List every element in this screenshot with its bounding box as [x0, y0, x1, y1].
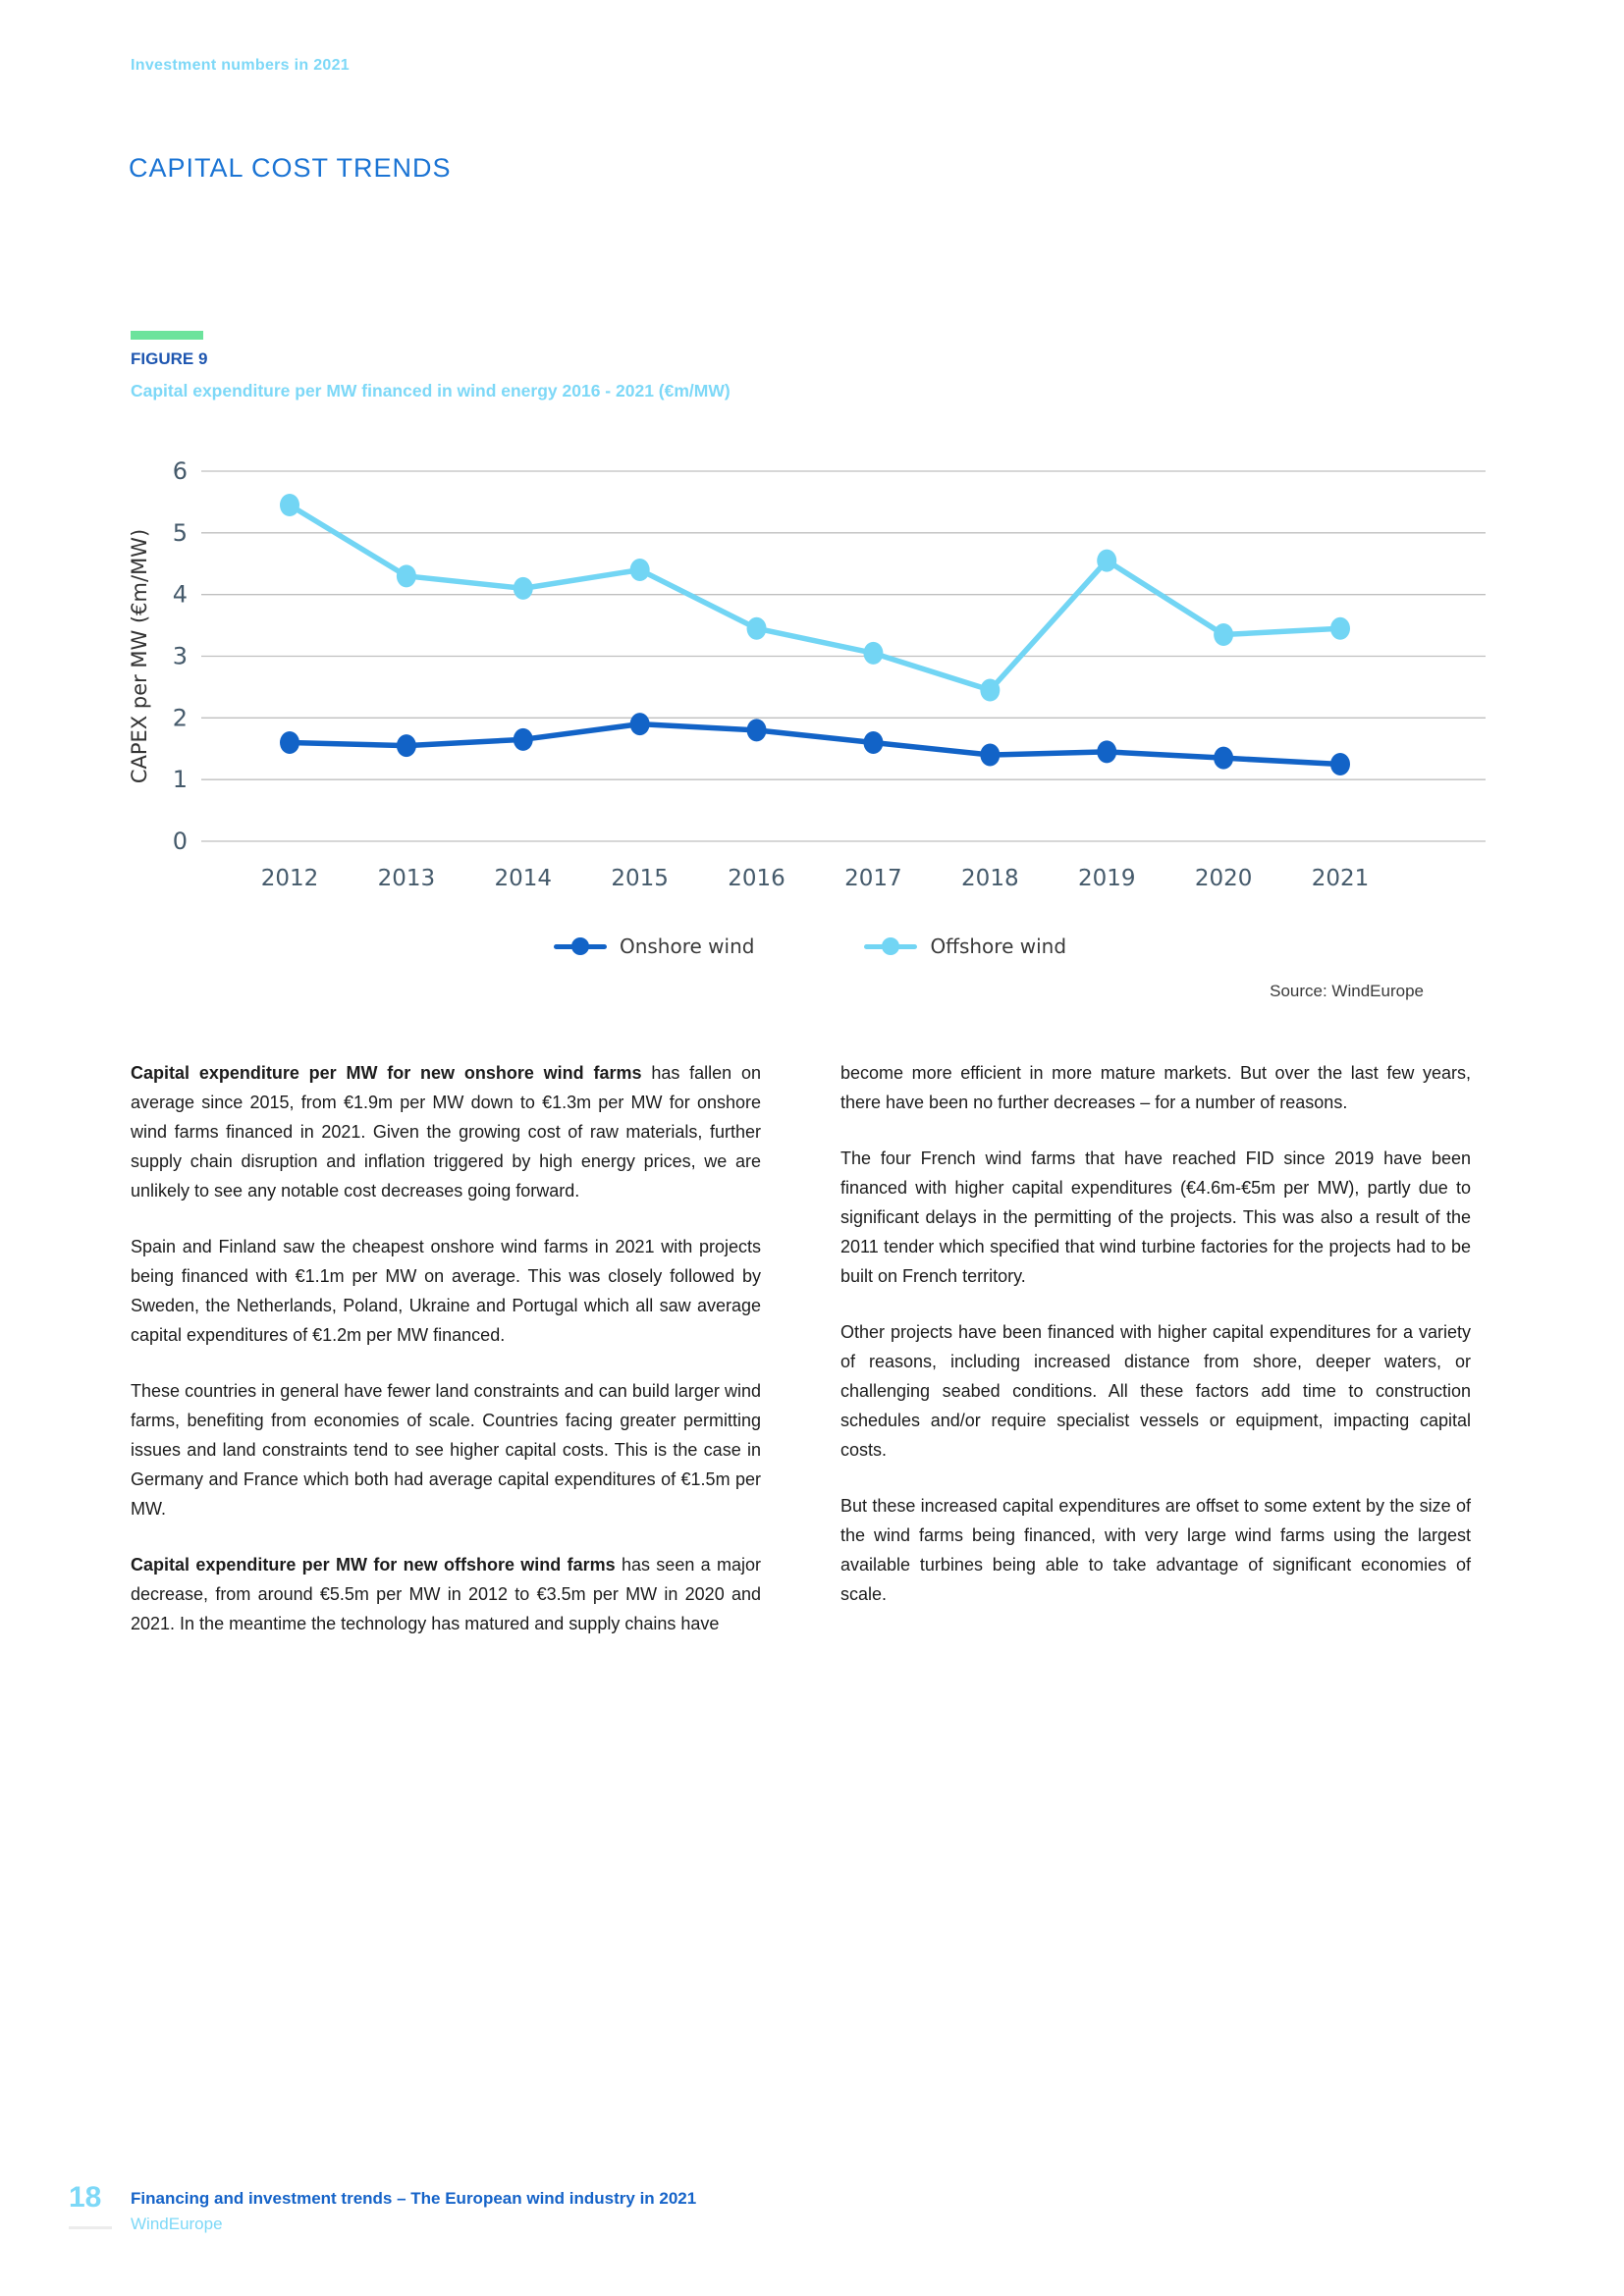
body-paragraph: Other projects have been financed with h…: [840, 1322, 1471, 1460]
capex-line-chart: 0 1 2 3 4 5 6 2012 2013 2014 2015 2016 2017 2018 2019 2…: [131, 457, 1486, 891]
svg-text:2012: 2012: [261, 866, 319, 891]
svg-text:4: 4: [173, 581, 188, 609]
body-paragraph: Capital expenditure per MW for new onsho…: [131, 1063, 762, 1201]
chart-legend: Onshore wind Offshore wind: [131, 934, 1489, 958]
page-number: 18: [69, 2181, 102, 2214]
svg-text:6: 6: [173, 457, 188, 485]
legend-label-onshore: Onshore wind: [619, 934, 755, 958]
svg-text:2: 2: [173, 704, 188, 731]
onshore-line-marker-icon: [553, 937, 607, 955]
section-title: CAPITAL COST TRENDS: [129, 153, 452, 183]
source-note: Source: WindEurope: [1270, 982, 1424, 1000]
legend-label-offshore: Offshore wind: [930, 934, 1067, 958]
svg-text:3: 3: [173, 643, 188, 670]
footer-title: Financing and investment trends – The Eu…: [131, 2189, 697, 2208]
svg-text:2016: 2016: [728, 866, 785, 891]
body-paragraph: The four French wind farms that have rea…: [840, 1148, 1471, 1286]
figure-label: FIGURE 9: [131, 349, 208, 368]
svg-text:2021: 2021: [1312, 866, 1370, 891]
svg-text:5: 5: [173, 519, 188, 547]
svg-text:2014: 2014: [495, 866, 553, 891]
body-paragraph: These countries in general have fewer la…: [131, 1381, 761, 1519]
svg-text:2020: 2020: [1195, 866, 1253, 891]
body-paragraph: Spain and Finland saw the cheapest onsho…: [131, 1237, 761, 1345]
body-column-right: become more efficient in more mature mar…: [840, 1058, 1471, 1635]
svg-text:2015: 2015: [611, 866, 669, 891]
figure-caption: Capital expenditure per MW financed in w…: [131, 381, 731, 400]
figure-accent-bar: [131, 331, 203, 340]
svg-text:2017: 2017: [844, 866, 902, 891]
legend-item-onshore: Onshore wind: [553, 934, 755, 958]
svg-text:CAPEX per MW (€m/MW): CAPEX per MW (€m/MW): [131, 529, 151, 783]
body-column-left: Capital expenditure per MW for new onsho…: [131, 1058, 761, 1665]
running-header: Investment numbers in 2021: [131, 57, 350, 74]
footer-subtitle: WindEurope: [131, 2215, 223, 2233]
svg-text:2019: 2019: [1078, 866, 1136, 891]
legend-item-offshore: Offshore wind: [864, 934, 1066, 958]
svg-text:0: 0: [173, 828, 188, 855]
svg-text:1: 1: [173, 766, 188, 793]
svg-text:2018: 2018: [961, 866, 1019, 891]
svg-text:2013: 2013: [378, 866, 436, 891]
body-paragraph: Capital expenditure per MW for new offsh…: [131, 1555, 762, 1633]
body-paragraph: become more efficient in more mature mar…: [840, 1063, 1471, 1112]
offshore-line-marker-icon: [864, 937, 918, 955]
page-number-rule: [69, 2226, 112, 2229]
body-paragraph: But these increased capital expenditures…: [840, 1496, 1471, 1604]
